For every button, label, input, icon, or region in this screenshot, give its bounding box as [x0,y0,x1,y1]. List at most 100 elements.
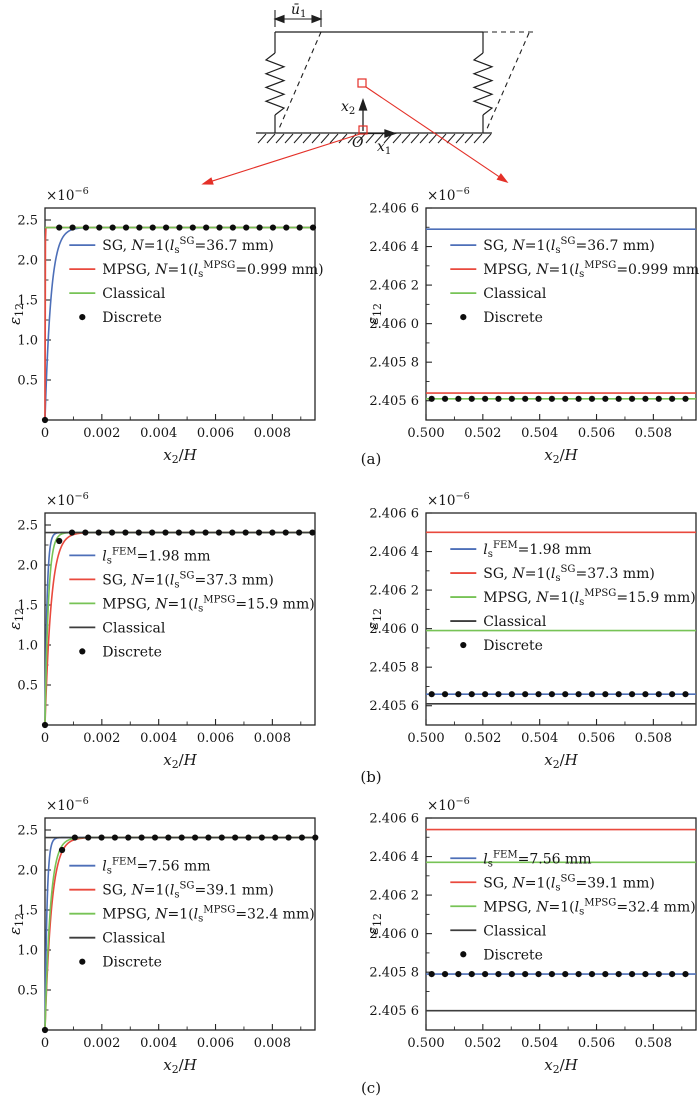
chart-a-left: 0 0.002 0.004 0.006 0.008 0.5 1.0 1.5 2.0 2.5 ×10−… [0,178,378,470]
y-tick-label: 2.405 6 [369,699,419,714]
red-marker-squares [357,78,368,135]
series-blue [44,226,315,421]
legend: lsFEM=1.98 mm SG, N=1(lsSG=37.3 mm) MPSG, … [69,546,315,660]
y-tick-label: 2.406 0 [369,622,419,637]
legend-label: MPSG, N=1(lsMPSG=32.4 mm) [483,897,695,917]
series-lines [426,228,696,400]
deformed-shape-dashed [277,31,533,132]
plot-a-left: 0 0.002 0.004 0.006 0.008 0.5 1.0 1.5 2.0 2.5 ×10−… [6,186,324,466]
y-tick-label: 2.406 2 [369,889,419,904]
ticks [425,512,683,725]
legend-label: SG, N=1(lsSG=39.1 mm) [102,881,274,901]
x-tick-label: 0.008 [254,426,291,441]
axes-box [44,817,316,1031]
origin-label: O [352,135,364,151]
x-tick-label: 0.506 [578,731,615,746]
legend-dot-swatch [460,314,467,321]
legend-label: lsFEM=7.56 mm [483,849,591,869]
y-exponent-label: ×10−6 [46,796,89,814]
y-tick-label: 1.0 [17,639,38,654]
legend-label: SG, N=1(lsSG=39.1 mm) [483,873,655,893]
legend-label: Classical [483,286,547,302]
axes-box [425,512,697,726]
y-tick-label: 1.5 [17,904,38,919]
x-tick-label: 0.006 [197,426,234,441]
y-tick-label: 2.406 4 [369,850,419,865]
y-tick-label: 2.406 4 [369,240,419,255]
legend-dot-swatch [460,951,467,958]
plot-c-left: 0 0.002 0.004 0.006 0.008 0.5 1.0 1.5 2.0 2.5 ×10−… [6,796,319,1076]
x-tick-label: 0.500 [407,1036,444,1051]
x-axis-title: x2/H [163,446,197,466]
y-axis-title: ε12 [364,608,384,630]
y-tick-label: 1.5 [17,294,38,309]
axes-box [44,512,316,726]
x-tick-label: 0.508 [635,426,672,441]
legend-label: lsFEM=7.56 mm [102,857,210,877]
axes-box [425,817,697,1031]
legend-label: Classical [483,923,547,939]
legend-label: Discrete [102,644,162,660]
y-exponent-label: ×10−6 [427,491,470,509]
u1-label: ū1 [291,2,306,20]
x-tick-label: 0 [41,1036,49,1051]
y-tick-label: 2.406 2 [369,584,419,599]
chart-c-right: 0.500 0.502 0.504 0.506 0.508 2.405 6 2.405 8 2… [358,788,700,1080]
y-tick-label: 1.0 [17,334,38,349]
legend-label: Classical [483,614,547,630]
x-tick-label: 0.002 [83,731,120,746]
series-red [44,226,315,421]
y-tick-label: 1.0 [17,944,38,959]
legend-label: Discrete [102,310,162,326]
legend: lsFEM=7.56 mm SG, N=1(lsSG=39.1 mm) MPSG, … [69,857,315,971]
x-tick-label: 0.506 [578,426,615,441]
zoom-callout-right [365,86,509,183]
legend-dot-swatch [79,648,86,655]
y-tick-label: 2.405 6 [369,394,419,409]
legend-label: Classical [102,286,166,302]
y-tick-label: 2.5 [17,824,38,839]
legend-label: Discrete [483,638,543,654]
legend-label: MPSG, N=1(lsMPSG=15.9 mm) [102,594,314,614]
y-tick-label: 2.405 8 [369,356,419,371]
discrete-dots [428,395,689,402]
y-tick-label: 2.406 6 [369,507,419,522]
caption-c: (c) [360,1079,382,1097]
legend-label: MPSG, N=1(lsMPSG=15.9 mm) [483,588,695,608]
chart-a-right: 0.500 0.502 0.504 0.506 0.508 2.405 6 2.405 8 2… [358,178,700,470]
plot-c-right: 0.500 0.502 0.504 0.506 0.508 2.405 6 2.405 8 2… [364,796,697,1076]
x-tick-label: 0.504 [521,426,558,441]
legend-label: SG, N=1(lsSG=36.7 mm) [483,236,655,256]
discrete-dots [41,529,316,729]
y-tick-label: 2.406 4 [369,545,419,560]
x-tick-label: 0.502 [464,1036,501,1051]
y-tick-label: 2.405 8 [369,661,419,676]
x-tick-label: 0.002 [83,426,120,441]
x-tick-label: 0.506 [578,1036,615,1051]
x-tick-label: 0 [41,731,49,746]
y-tick-label: 0.5 [17,984,38,999]
legend-label: lsFEM=1.98 mm [483,540,591,560]
legend-label: MPSG, N=1(lsMPSG=0.999 mm) [483,260,700,280]
legend: SG, N=1(lsSG=36.7 mm) MPSG, N=1(lsMPSG=0.… [69,236,324,326]
y-tick-label: 0.5 [17,679,38,694]
y-tick-label: 2.0 [17,864,38,879]
discrete-dots [41,834,319,1034]
dimension-arrow [273,10,323,27]
schematic-diagram: ū1 x2 x1 O [201,2,533,185]
y-axis-title: ε12 [6,913,26,935]
y-tick-label: 2.0 [17,559,38,574]
y-tick-label: 2.0 [17,254,38,269]
chart-c-left: 0 0.002 0.004 0.006 0.008 0.5 1.0 1.5 2.0 2.5 ×10−… [0,788,378,1080]
x-axis-title: x2/H [544,446,578,466]
legend: lsFEM=7.56 mm SG, N=1(lsSG=39.1 mm) MPSG, … [450,849,696,963]
y-tick-label: 2.406 2 [369,279,419,294]
ground-hatching [256,132,492,144]
legend-label: lsFEM=1.98 mm [102,546,210,566]
x-tick-label: 0.004 [140,426,177,441]
x-tick-label: 0.502 [464,731,501,746]
x-tick-label: 0.504 [521,1036,558,1051]
legend-label: Discrete [483,310,543,326]
y-tick-label: 2.406 6 [369,202,419,217]
